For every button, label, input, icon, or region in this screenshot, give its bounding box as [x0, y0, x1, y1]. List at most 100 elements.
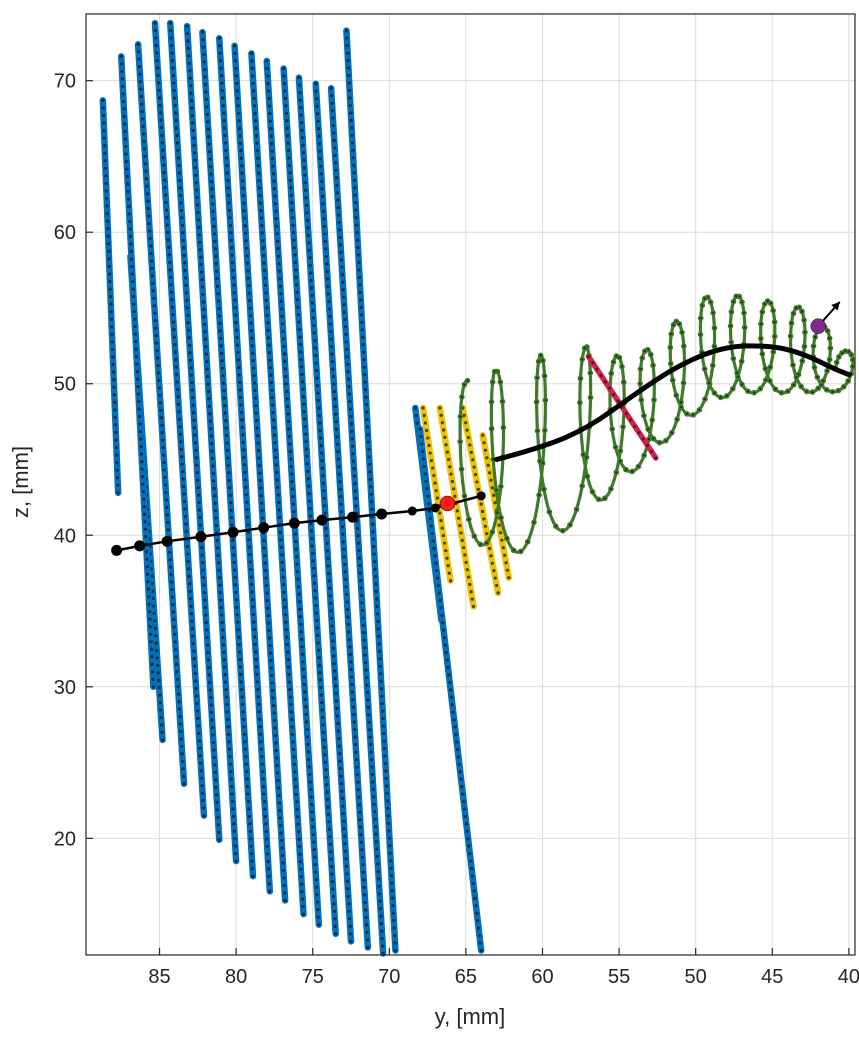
- sample-point: [389, 874, 394, 878]
- sample-point: [377, 892, 382, 896]
- sample-point: [131, 287, 135, 291]
- sample-point: [192, 143, 196, 147]
- sample-point: [278, 277, 282, 281]
- sample-point: [185, 306, 189, 310]
- sample-point: [342, 827, 346, 831]
- sample-point: [289, 464, 293, 469]
- sample-point: [346, 887, 350, 891]
- sample-point: [154, 36, 158, 40]
- sample-point: [169, 573, 173, 577]
- sample-point: [273, 733, 277, 738]
- sample-point: [335, 435, 339, 439]
- sample-point: [586, 354, 590, 358]
- sample-point: [108, 287, 112, 291]
- sample-point: [286, 412, 290, 416]
- sample-point: [651, 364, 655, 367]
- sample-point: [158, 103, 162, 107]
- sample-point: [814, 335, 817, 339]
- sample-point: [193, 166, 198, 170]
- sample-point: [144, 169, 148, 173]
- sample-point: [589, 396, 592, 399]
- sample-point: [329, 857, 333, 861]
- sample-point: [312, 581, 317, 585]
- sample-point: [835, 361, 838, 364]
- sample-point: [603, 380, 607, 384]
- sample-point: [344, 585, 348, 589]
- sample-point: [253, 396, 258, 400]
- sample-point: [176, 692, 181, 696]
- sample-point: [759, 387, 762, 390]
- sample-point: [247, 814, 251, 819]
- sample-point: [348, 88, 352, 93]
- sample-point: [742, 311, 746, 315]
- sample-point: [131, 294, 136, 299]
- sample-point: [229, 231, 233, 235]
- sample-point: [463, 494, 466, 498]
- sample-point: [264, 291, 268, 295]
- sample-point: [214, 262, 218, 266]
- sample-point: [352, 171, 356, 175]
- sample-point: [393, 933, 397, 938]
- marker-purple_marker: [810, 318, 826, 334]
- sample-point: [347, 909, 351, 913]
- sample-point: [154, 334, 158, 338]
- sample-point: [713, 345, 716, 348]
- sample-point: [316, 633, 320, 638]
- sample-point: [105, 211, 109, 216]
- sample-point: [654, 456, 658, 460]
- x-tick-label: 65: [455, 966, 477, 988]
- sample-point: [156, 663, 160, 668]
- sample-point: [185, 31, 190, 36]
- sample-point: [252, 627, 256, 632]
- sample-point: [136, 392, 141, 396]
- sample-point: [370, 765, 374, 769]
- sample-point: [153, 619, 157, 623]
- sample-point: [692, 413, 695, 417]
- sample-point: [387, 836, 392, 840]
- x-tick-label: 80: [225, 966, 247, 988]
- sample-point: [375, 604, 379, 609]
- sample-point: [294, 540, 298, 544]
- sample-point: [230, 261, 235, 265]
- sample-point: [301, 667, 306, 671]
- sample-point: [360, 848, 364, 852]
- sample-point: [237, 643, 241, 647]
- sample-point: [356, 788, 360, 792]
- sample-point: [812, 345, 815, 348]
- sample-point: [389, 859, 393, 863]
- sample-point: [113, 415, 117, 419]
- sample-point: [317, 142, 322, 146]
- sample-point: [315, 104, 319, 108]
- sample-point: [142, 139, 146, 144]
- sample-point: [197, 501, 201, 505]
- sample-point: [297, 76, 301, 80]
- sample-point: [251, 605, 255, 609]
- sample-point: [357, 260, 361, 265]
- sample-point: [222, 658, 226, 662]
- sample-point: [543, 429, 546, 432]
- sample-point: [279, 292, 283, 296]
- sample-point: [109, 317, 113, 321]
- sample-point: [285, 389, 289, 394]
- sample-point: [387, 821, 391, 825]
- sample-point: [216, 292, 220, 296]
- sample-point: [328, 835, 332, 839]
- sample-point: [209, 703, 213, 707]
- sample-point: [160, 141, 164, 145]
- sample-point: [169, 275, 173, 279]
- sample-point: [158, 701, 162, 705]
- sample-point: [446, 665, 450, 670]
- sample-point: [413, 406, 417, 410]
- sample-point: [144, 177, 149, 181]
- sweep-line-blue: [231, 42, 289, 904]
- sample-point: [338, 759, 342, 763]
- sample-point: [108, 272, 112, 276]
- sample-point: [228, 493, 232, 497]
- sample-point: [228, 223, 232, 227]
- sample-point: [221, 96, 225, 100]
- sample-point: [346, 66, 351, 70]
- sample-point: [301, 395, 305, 399]
- sample-point: [314, 82, 318, 86]
- sample-point: [419, 435, 423, 439]
- y-tick-label: 20: [54, 828, 76, 850]
